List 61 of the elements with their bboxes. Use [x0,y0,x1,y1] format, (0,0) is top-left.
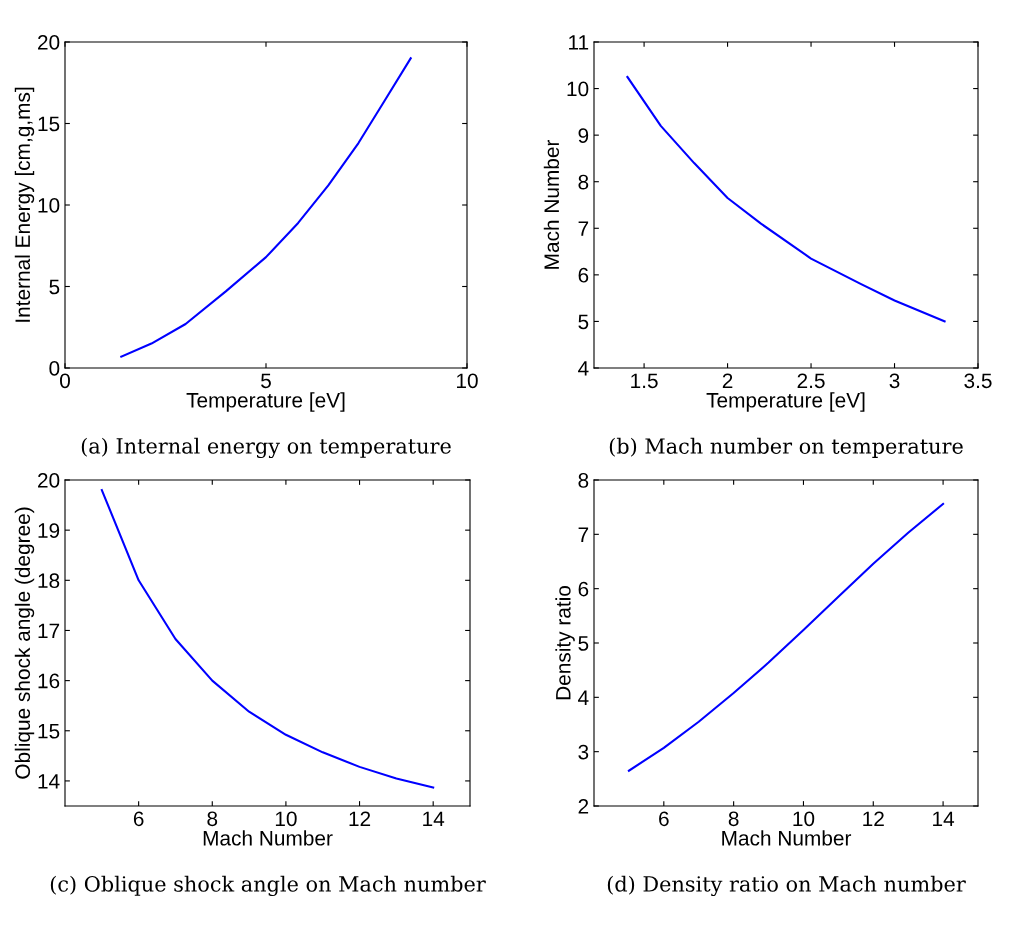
x-tick-label: 8 [207,811,218,827]
y-tick-label: 5 [578,314,589,330]
y-tick-label: 8 [578,174,589,190]
y-tick-label: 8 [578,473,589,488]
y-tick-label: 2 [578,799,589,814]
line-series [627,502,945,772]
x-tick-label: 12 [349,811,371,826]
y-tick-label: 15 [38,116,60,132]
y-tick-label: 10 [567,81,589,97]
y-axis-title: Internal Energy [cm,g,ms] [14,87,35,322]
x-tick-label: 10 [457,373,478,389]
line-series [120,57,412,358]
x-tick-label: 1.5 [631,373,658,389]
x-tick-label: 6 [659,811,669,827]
y-tick-label: 5 [578,636,589,651]
x-tick-label: 0 [60,373,70,389]
text: (c) Oblique shock angle on Mach number [50,875,486,897]
x-tick-label: 5 [261,373,271,389]
y-tick-label: 4 [578,690,589,705]
y-tick-label: 19 [38,523,60,538]
line-series [100,488,435,789]
text: (d) Density ratio on Mach number [607,875,966,897]
y-tick-label: 14 [38,774,60,789]
x-tick-label: 3.5 [964,373,992,389]
x-axis-title: Mach Number [203,830,333,846]
y-tick-label: 20 [38,35,60,50]
x-tick-label: 3 [889,373,900,389]
y-tick-label: 18 [38,573,60,589]
y-tick-label: 5 [49,279,60,295]
y-axis-title: Oblique shock angle (degree) [14,507,35,779]
y-tick-label: 7 [578,221,589,236]
y-tick-label: 10 [38,198,60,213]
y-tick-label: 7 [578,527,589,542]
x-axis-title: Mach Number [722,830,852,846]
y-tick-label: 15 [38,723,60,739]
y-tick-label: 6 [578,267,589,283]
y-tick-label: 17 [38,623,60,639]
x-axis-title: Temperature [eV] [706,392,865,412]
y-tick-label: 0 [49,361,60,376]
x-axis-title: Temperature [eV] [186,392,345,412]
y-tick-label: 16 [38,673,60,689]
line-series [626,75,946,323]
y-tick-label: 9 [578,128,589,143]
x-tick-label: 2 [722,373,733,388]
x-tick-label: 10 [793,811,815,827]
text: (b) Mach number on temperature [609,437,963,458]
y-tick-label: 3 [578,744,589,760]
x-tick-label: 2.5 [797,373,825,389]
y-tick-label: 11 [569,35,589,50]
x-tick-label: 8 [728,811,739,827]
x-tick-label: 6 [133,811,144,827]
y-tick-label: 4 [578,361,589,376]
x-tick-label: 14 [933,811,955,826]
x-tick-label: 10 [275,811,297,827]
x-tick-label: 12 [863,811,884,826]
y-axis-title: Mach Number [543,139,560,269]
y-axis-title: Density ratio [555,585,575,700]
x-tick-label: 14 [423,811,445,826]
y-tick-label: 6 [578,581,589,597]
text: (a) Internal energy on temperature [81,437,451,459]
y-tick-label: 20 [38,473,60,488]
